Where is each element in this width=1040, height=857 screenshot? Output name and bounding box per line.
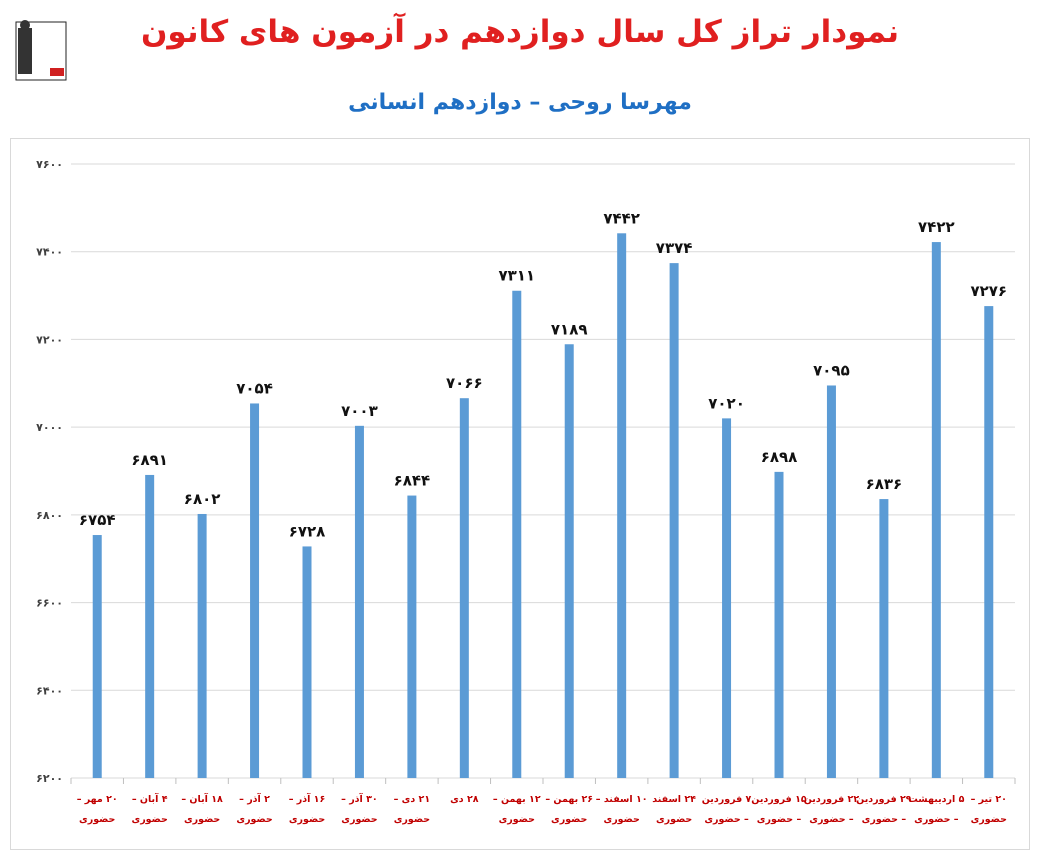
x-tick-label: ۳۰ آذر –: [341, 792, 378, 805]
x-tick-label: حضوری: [551, 814, 587, 825]
bar: [984, 306, 994, 778]
data-label: ۶۸۰۲: [184, 490, 221, 508]
y-tick-label: ۶۴۰۰: [36, 684, 63, 697]
data-label: ۷۰۲۰: [708, 394, 745, 412]
bar: [250, 403, 260, 778]
data-label: ۷۳۱۱: [498, 267, 535, 285]
x-tick-label: حضوری: [236, 814, 272, 825]
bar: [145, 474, 155, 778]
x-tick-label: حضوری: [341, 814, 377, 825]
x-tick-label: حضوری: [131, 814, 167, 825]
chart-subtitle: مهرسا روحی – دوازدهم انسانی: [348, 90, 692, 115]
bar: [302, 546, 312, 778]
data-label: ۶۷۵۴: [79, 511, 116, 529]
y-tick-label: ۷۶۰۰: [36, 158, 63, 171]
data-label: ۷۲۷۶: [970, 282, 1007, 300]
x-tick-label: ۲۲ فروردین: [804, 794, 860, 805]
x-tick-label: ۱۸ آبان –: [181, 792, 223, 805]
bar: [512, 290, 522, 778]
bar: [92, 535, 102, 778]
x-tick-label: ۲۹ فروردین: [856, 794, 912, 805]
y-tick-label: ۷۴۰۰: [36, 246, 63, 259]
data-label: ۷۰۰۳: [341, 402, 378, 420]
x-tick-label: حضوری: [394, 814, 430, 825]
data-label: ۷۰۶۶: [446, 374, 483, 392]
bar: [774, 471, 784, 778]
x-tick-label: حضوری: [499, 814, 535, 825]
data-label: ۷۱۸۹: [551, 320, 588, 338]
bar: [931, 242, 941, 779]
x-tick-label: – حضوری: [809, 814, 854, 825]
kanoon-logo: [15, 20, 67, 81]
chart-title: نمودار تراز کل سال دوازدهم در آزمون های …: [140, 14, 900, 50]
x-tick-label: – حضوری: [704, 814, 749, 825]
y-tick-label: ۷۲۰۰: [36, 333, 63, 346]
x-tick-label: حضوری: [656, 814, 692, 825]
data-label: ۷۳۷۴: [656, 239, 693, 257]
x-tick-label: ۲ آذر –: [239, 792, 270, 805]
y-tick-label: ۷۰۰۰: [36, 421, 63, 434]
bar: [879, 499, 889, 778]
data-label: ۶۷۲۸: [289, 522, 326, 540]
x-tick-label: ۲۰ مهر –: [77, 794, 118, 805]
bar: [564, 344, 574, 778]
bar-chart: ۶۲۰۰ ۶۴۰۰ ۶۶۰۰ ۶۸۰۰ ۷۰۰۰ ۷۲۰۰ ۷۴۰۰ ۷۶۰۰ ۶۷۵۴ ۲۰ م…: [36, 158, 1016, 825]
x-tick-label: ۵ اردیبهشت: [908, 794, 964, 805]
x-tick-label: – حضوری: [757, 814, 802, 825]
data-label: ۶۸۳۶: [866, 475, 903, 493]
x-tick-label: ۱۲ بهمن –: [493, 794, 541, 805]
x-tick-label: – حضوری: [862, 814, 907, 825]
data-label: ۷۴۴۲: [603, 209, 640, 227]
bar: [197, 513, 207, 778]
x-tick-label: ۲۶ بهمن –: [545, 794, 593, 805]
y-tick-label: ۶۶۰۰: [36, 597, 63, 610]
chart-area: ۶۲۰۰ ۶۴۰۰ ۶۶۰۰ ۶۸۰۰ ۷۰۰۰ ۷۲۰۰ ۷۴۰۰ ۷۶۰۰ ۶۷۵۴ ۲۰ م…: [10, 138, 1030, 850]
bar: [669, 263, 679, 778]
data-label: ۷۰۵۴: [236, 379, 273, 397]
data-label: ۶۸۹۸: [761, 448, 798, 466]
x-tick-label: ۲۱ دی –: [394, 794, 431, 805]
x-tick-label: ۴ آبان –: [132, 792, 168, 805]
x-tick-label: – حضوری: [914, 814, 959, 825]
bar: [459, 398, 469, 778]
x-tick-label: ۲۴ اسفند: [652, 794, 696, 805]
data-label: ۷۴۲۲: [918, 218, 955, 236]
x-tick-label: حضوری: [603, 814, 639, 825]
data-label: ۷۰۹۵: [813, 361, 850, 379]
x-tick-label: ۲۰ تیر –: [971, 794, 1007, 805]
x-tick-label: ۱۶ آذر –: [289, 792, 326, 805]
x-tick-label: حضوری: [971, 814, 1007, 825]
x-tick-label: حضوری: [289, 814, 325, 825]
bar: [354, 425, 364, 778]
bar: [826, 385, 836, 778]
x-tick-label: حضوری: [79, 814, 115, 825]
bar: [722, 418, 732, 778]
x-tick-label: حضوری: [184, 814, 220, 825]
bar: [407, 495, 417, 778]
y-tick-label: ۶۲۰۰: [36, 772, 63, 785]
x-tick-label: ۷ فروردین: [702, 794, 752, 805]
y-tick-label: ۶۸۰۰: [36, 509, 63, 522]
x-tick-label: ۱۰ اسفند –: [596, 794, 648, 805]
bar: [617, 233, 627, 778]
data-label: ۶۸۹۱: [131, 451, 168, 469]
x-tick-label: ۱۵ فروردین: [751, 794, 807, 805]
data-label: ۶۸۴۴: [394, 472, 431, 490]
x-tick-label: ۲۸ دی: [450, 794, 479, 805]
